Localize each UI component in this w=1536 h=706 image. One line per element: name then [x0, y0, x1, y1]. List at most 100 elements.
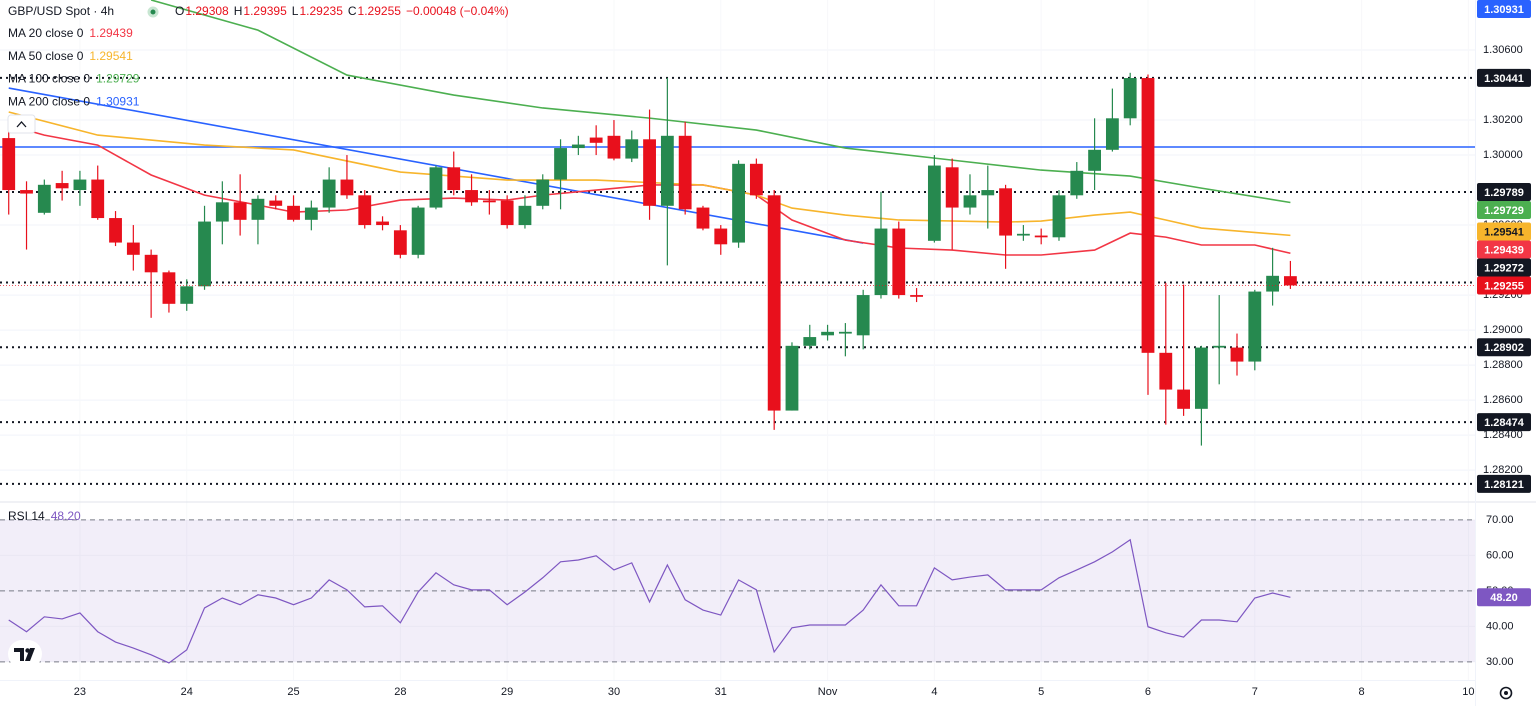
- rsi-tick-label: 60.00: [1486, 549, 1514, 561]
- y-tick-label: 1.30000: [1483, 149, 1523, 161]
- price-tag-label: 1.30441: [1484, 73, 1524, 85]
- ma-legend-value: 1.29541: [89, 49, 133, 63]
- x-tick-label: 8: [1359, 686, 1365, 698]
- candle-body: [376, 221, 389, 226]
- candle-body: [660, 135, 674, 206]
- candle-body: [1177, 389, 1191, 409]
- candle-body: [589, 137, 603, 143]
- candle-body: [322, 179, 336, 208]
- rsi-pane: [0, 519, 1475, 664]
- rsi-tag-label: 48.20: [1490, 592, 1518, 604]
- price-tag: [1477, 474, 1531, 493]
- ma-legend-name: MA 50 close 0: [8, 49, 84, 63]
- candle-body: [1266, 275, 1280, 292]
- candle-body: [892, 228, 906, 296]
- y-tick-label: 1.28800: [1483, 359, 1523, 371]
- rsi-tick-label: 30.00: [1486, 656, 1514, 668]
- candle-body: [714, 228, 728, 245]
- price-tag-label: 1.29255: [1484, 280, 1524, 292]
- candle-body: [732, 163, 745, 243]
- legend-layer: GBP/USD Spot · 4h O 1.29308 H 1.29395 L 1.2923…: [8, 4, 509, 523]
- ma-legend-name: MA 20 close 0: [8, 26, 84, 40]
- ohlc-value: 1.29395: [243, 4, 287, 18]
- candle-body: [518, 205, 532, 226]
- candle-body: [910, 295, 923, 297]
- price-tag: [1477, 68, 1531, 87]
- x-tick-label: 29: [501, 686, 513, 698]
- ma-line: [150, 0, 1291, 204]
- candle-body: [821, 331, 834, 336]
- candle-body: [554, 148, 567, 180]
- price-tag-label: 1.29729: [1484, 205, 1524, 217]
- ohlc-value: 1.29308: [185, 4, 229, 18]
- candle-body: [251, 198, 265, 220]
- price-tag-label: 1.28474: [1484, 417, 1525, 429]
- x-tick-label: Nov: [818, 686, 838, 698]
- trendline: [8, 87, 864, 244]
- y-tick-label: 1.30600: [1483, 44, 1523, 56]
- ohlc-key: C: [348, 4, 357, 18]
- price-tag-label: 1.28121: [1484, 479, 1524, 491]
- candle-body: [874, 228, 888, 296]
- candle-body: [233, 202, 247, 220]
- candle-body: [73, 179, 87, 191]
- candle-body: [411, 207, 425, 255]
- candle-body: [1070, 170, 1084, 196]
- chart-title: GBP/USD Spot · 4h: [8, 4, 114, 18]
- collapse-button-box[interactable]: [7, 114, 36, 134]
- candle-body: [1212, 345, 1226, 348]
- price-tag-label: 1.30931: [1484, 4, 1524, 16]
- candle-body: [643, 139, 656, 206]
- candle-body: [465, 190, 478, 203]
- candle-body: [109, 218, 122, 243]
- price-tag: [1477, 338, 1531, 357]
- candle-body: [55, 183, 69, 189]
- ohlc-key: O: [175, 4, 184, 18]
- settings-gear[interactable]: [1499, 686, 1513, 700]
- x-tick-label: 10: [1462, 686, 1474, 698]
- tv-logo: [8, 640, 42, 668]
- ma-line: [8, 124, 1291, 256]
- candle-body: [198, 221, 211, 287]
- tv-logo-t: [14, 648, 24, 661]
- candle-body: [482, 200, 496, 203]
- price-tag: [1477, 222, 1531, 241]
- candle-body: [1034, 235, 1048, 238]
- settings-button[interactable]: [1499, 686, 1513, 700]
- candle-body: [429, 167, 443, 208]
- candle-body: [945, 167, 959, 208]
- ma-legend-name: MA 100 close 0: [8, 72, 90, 86]
- candle-body: [625, 139, 639, 159]
- candle-body: [678, 135, 692, 210]
- ohlc-value: 1.29235: [299, 4, 343, 18]
- collapse-button[interactable]: [7, 114, 36, 134]
- candle-body: [838, 331, 852, 334]
- x-tick-label: 5: [1038, 686, 1044, 698]
- ohlc-value: 1.29255: [358, 4, 402, 18]
- candle-body: [571, 144, 585, 149]
- candle-body: [1141, 78, 1155, 353]
- y-tick-label: 1.30200: [1483, 114, 1523, 126]
- price-tag-label: 1.29272: [1484, 262, 1524, 274]
- candle-body: [37, 184, 51, 213]
- candle-body: [126, 242, 140, 255]
- ohlc-key: L: [292, 4, 299, 18]
- axis-layer: 1.306001.302001.300001.296001.292001.290…: [74, 0, 1531, 698]
- candle-body: [1123, 78, 1137, 119]
- x-tick-label: 4: [931, 686, 937, 698]
- rsi-line: [8, 538, 1291, 664]
- x-tick-label: 24: [181, 686, 193, 698]
- candle-body: [963, 195, 977, 208]
- price-tag-label: 1.29541: [1484, 226, 1524, 238]
- candle-body: [1052, 195, 1066, 238]
- candle-body: [607, 135, 621, 159]
- price-pane: [0, 0, 1475, 485]
- x-tick-label: 28: [394, 686, 406, 698]
- candle-body: [1194, 347, 1208, 409]
- candle-body: [500, 200, 514, 226]
- price-tag: [1477, 240, 1531, 259]
- settings-gear-center: [1504, 691, 1508, 695]
- candle-body: [340, 179, 354, 196]
- candle-body: [749, 163, 763, 196]
